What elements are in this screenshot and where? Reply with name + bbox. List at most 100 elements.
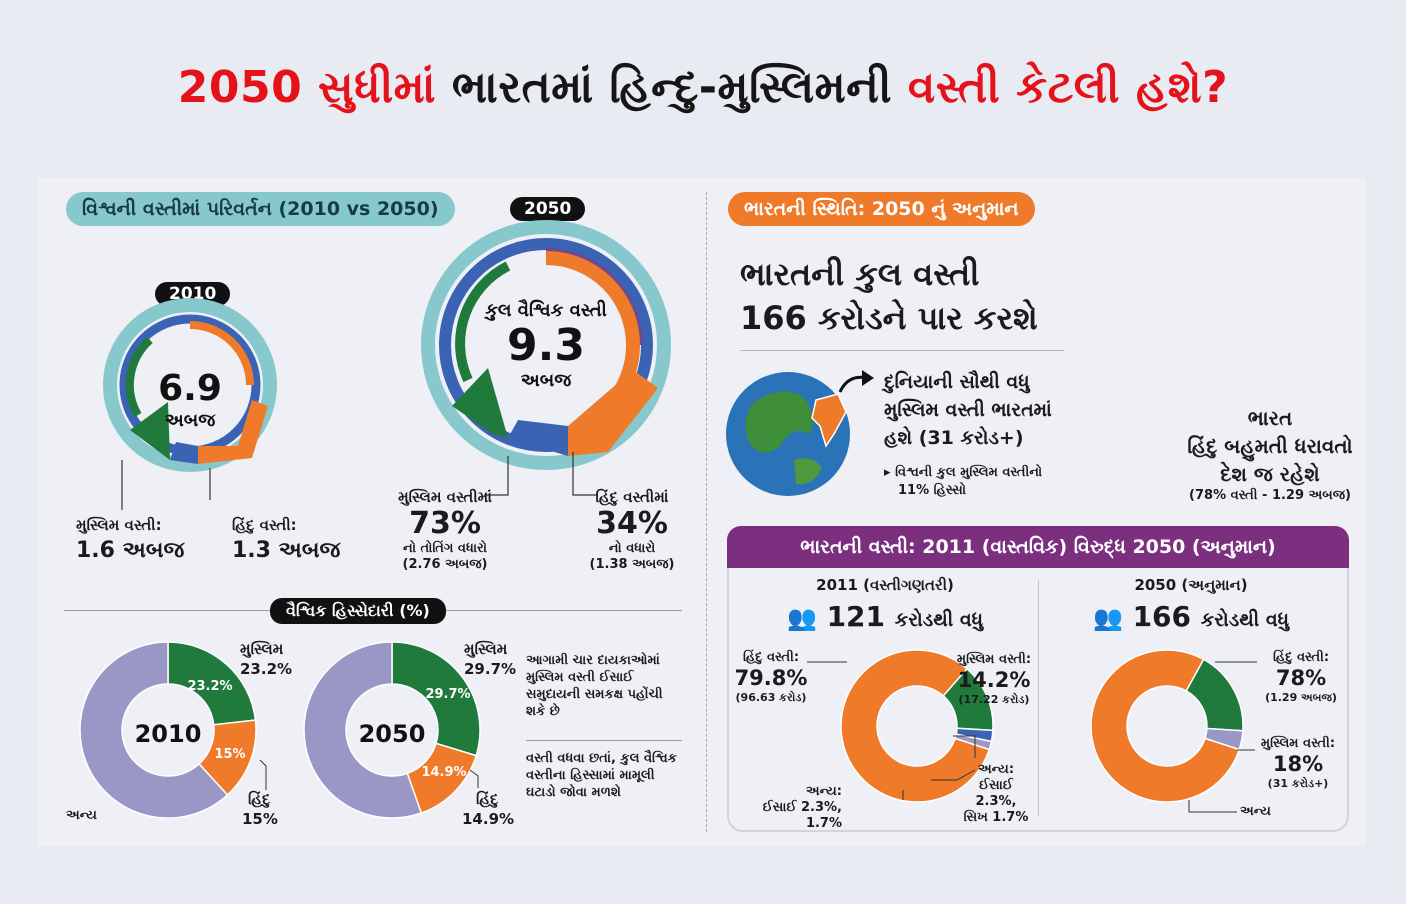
muslim-claim-1: દુનિયાની સૌથી વધુ [884, 371, 1030, 393]
donut-2010-muslim-pct: 23.2% [187, 679, 232, 694]
people-icon-2011: 👥 [786, 604, 817, 632]
muslim-growth-abs: (2.76 અબજ) [402, 557, 488, 572]
muslim-growth-value: 73% [409, 506, 481, 541]
page-title: 2050 સુધીમાં ભારતમાં હિન્દુ-મુસ્લિમની વસ… [0, 62, 1406, 113]
hindu-growth-value: 34% [596, 506, 668, 541]
g2050-hindu-value: 14.9% [462, 810, 515, 828]
y2050-muslim-abs: (31 કરોડ+) [1267, 777, 1329, 790]
muslim-share-2: 11% હિસ્સો [898, 483, 967, 498]
total-2050-unit: અબજ [521, 370, 572, 391]
y2050-hindu-block: હિંદુ વસ્તી: 78% (1.29 અબજ) [1258, 650, 1344, 706]
g2010-hindu-label: હિંદુ [248, 790, 271, 808]
y2011-other-right-2: ઈસાઈ 2.3%, [975, 778, 1017, 809]
y2050-total: 👥 166 કરોડથી વધુ [1046, 600, 1336, 633]
wedge-2050-blue [508, 420, 568, 456]
g2050-hindu-label: હિંદુ [476, 790, 499, 808]
y2011-other-left-2: ઈસાઈ 2.3%, 1.7% [762, 800, 842, 831]
wedge-2050-hindu [568, 370, 658, 456]
wedge-2010-hindu [198, 400, 268, 464]
ring-2010: 6.9 અબજ [103, 298, 277, 472]
donut-2050in-slice-2 [1204, 727, 1244, 751]
donut-2050-hindu-pct: 14.9% [421, 765, 466, 780]
muslim-claim-3: હશે (31 કરોડ+) [884, 427, 1024, 449]
y2011-muslim-value: 14.2% [957, 668, 1031, 692]
muslim-claim-2: મુસ્લિમ વસ્તી ભારતમાં [884, 399, 1052, 421]
y2011-total-text: કરોડથી વધુ [894, 609, 984, 631]
y2050-other-label: અન્ય [1240, 804, 1271, 819]
g2010-other-label: અન્ય [66, 808, 97, 823]
y2011-other-right-3: સિખ 1.7% [963, 810, 1029, 825]
title-part1: 2050 સુધીમાં [177, 62, 437, 113]
hindu-claim-1: ભારત [1247, 406, 1293, 430]
ring-2050: કુલ વૈશ્વિક વસ્તી 9.3 અબજ [421, 220, 671, 470]
leader-2010-hindu [259, 759, 267, 790]
total-2010-unit: અબજ [165, 410, 216, 431]
wedge-2010-blue [170, 442, 198, 464]
y2011-total: 👥 121 કરોડથી વધુ [740, 600, 1030, 633]
y2011-hindu-abs: (96.63 કરોડ) [735, 691, 807, 704]
y2011-muslim-abs: (17.22 કરોડ) [958, 693, 1030, 706]
y2011-other-left-1: અન્ય: [805, 784, 842, 799]
donut-2010-slice-0 [167, 641, 257, 726]
ring-2050-green-arc [455, 261, 511, 383]
note-divider [526, 740, 682, 741]
ring-2010-green-arc [125, 337, 153, 418]
global-share-header: વૈશ્વિક હિસ્સેદારી (%) [270, 598, 446, 624]
leader-2050-hindu [469, 769, 479, 788]
muslim-growth-label: મુસ્લિમ વસ્તીમાં [398, 488, 492, 506]
donut-2050-slice-2 [303, 641, 423, 819]
donut-2010-slice-2 [79, 641, 229, 819]
center-divider [706, 192, 707, 832]
india-headline: ભારતની કુલ વસ્તી 166 કરોડને પાર કરશે [740, 252, 1038, 340]
title-part3: વસ્તી કેટલી હશે? [907, 62, 1229, 113]
donut-2050in-slice-0 [1090, 649, 1241, 803]
arrow-head-icon [862, 370, 874, 386]
muslim-growth-desc: નો તોતિંગ વધારો [403, 541, 487, 556]
y2050-muslim-value: 18% [1272, 752, 1324, 776]
hindu-claim-2: હિંદુ બહુમતી ધરાવતો [1187, 434, 1353, 458]
total-2050-value: 9.3 [507, 320, 585, 371]
y2050-total-text: કરોડથી વધુ [1200, 609, 1290, 631]
hindu-2010-label: હિંદુ વસ્તી: [232, 516, 297, 534]
donut-2050-india [1090, 649, 1244, 803]
world-rings: 6.9 અબજ કુલ વૈશ્વિક વસ્તી 9.3 અબજ [103, 220, 671, 510]
ring-2010-orange-arc [189, 321, 254, 386]
muslim-2010-value: 1.6 અબજ [76, 538, 185, 563]
leader-2011-muslim [953, 735, 976, 758]
india-headline-1: ભારતની કુલ વસ્તી [740, 255, 980, 293]
title-part2: ભારતમાં હિન્દુ-મુસ્લિમની [451, 62, 893, 113]
g2010-muslim-value: 23.2% [240, 660, 293, 678]
hindu-growth-block: હિંદુ વસ્તીમાં 34% નો વધારો (1.38 અબજ) [572, 488, 692, 573]
y2050-title: 2050 (અનુમાન) [1134, 576, 1248, 594]
donut-2010-center: 2010 [135, 720, 202, 748]
muslim-2010-label: મુસ્લિમ વસ્તી: [76, 516, 162, 534]
hindu-growth-label: હિંદુ વસ્તીમાં [595, 488, 669, 506]
donut-2011 [840, 649, 994, 803]
donut-2010-hindu-pct: 15% [214, 747, 245, 762]
muslim-share: ▸ વિશ્વની કુલ મુસ્લિમ વસ્તીનો 11% હિસ્સો [884, 464, 1042, 500]
y2011-other-left: અન્ય: ઈસાઈ 2.3%, 1.7% [730, 784, 842, 832]
hindu-growth-desc: નો વધારો [608, 541, 656, 556]
muslim-share-1: વિશ્વની કુલ મુસ્લિમ વસ્તીનો [895, 465, 1043, 480]
y2011-muslim-block: મુસ્લિમ વસ્તી: 14.2% (17.22 કરોડ) [950, 652, 1038, 708]
leader-hindu-2050 [572, 452, 598, 496]
y2011-hindu-block: હિંદુ વસ્તી: 79.8% (96.63 કરોડ) [734, 650, 808, 706]
india-headline-2: 166 કરોડને પાર કરશે [740, 299, 1038, 337]
people-icon-2050: 👥 [1092, 604, 1123, 632]
hindu-claim: ભારત હિંદુ બહુમતી ધરાવતો દેશ જ રહેશે (78… [1180, 404, 1360, 504]
donut-2050-center: 2050 [359, 720, 426, 748]
y2011-muslim-label: મુસ્લિમ વસ્તી: [956, 652, 1032, 667]
muslim-claim: દુનિયાની સૌથી વધુ મુસ્લિમ વસ્તી ભારતમાં … [884, 368, 1052, 452]
tag-2050-top: 2050 [510, 197, 586, 221]
muslim-growth-block: મુસ્લિમ વસ્તીમાં 73% નો તોતિંગ વધારો (2.… [370, 488, 520, 573]
g2050-muslim-value: 29.7% [464, 660, 517, 678]
y2050-muslim-block: મુસ્લિમ વસ્તી: 18% (31 કરોડ+) [1252, 736, 1344, 792]
globe-land-1 [745, 391, 813, 453]
wedge-2010-muslim [130, 402, 170, 460]
total-2010-value: 6.9 [158, 368, 222, 409]
g2050-muslim-label: મુસ્લિમ [464, 640, 508, 658]
donut-2050-muslim-pct: 29.7% [425, 687, 470, 702]
leader-muslim-2050 [484, 456, 509, 496]
g2010-muslim-label: મુસ્લિમ [240, 640, 284, 658]
